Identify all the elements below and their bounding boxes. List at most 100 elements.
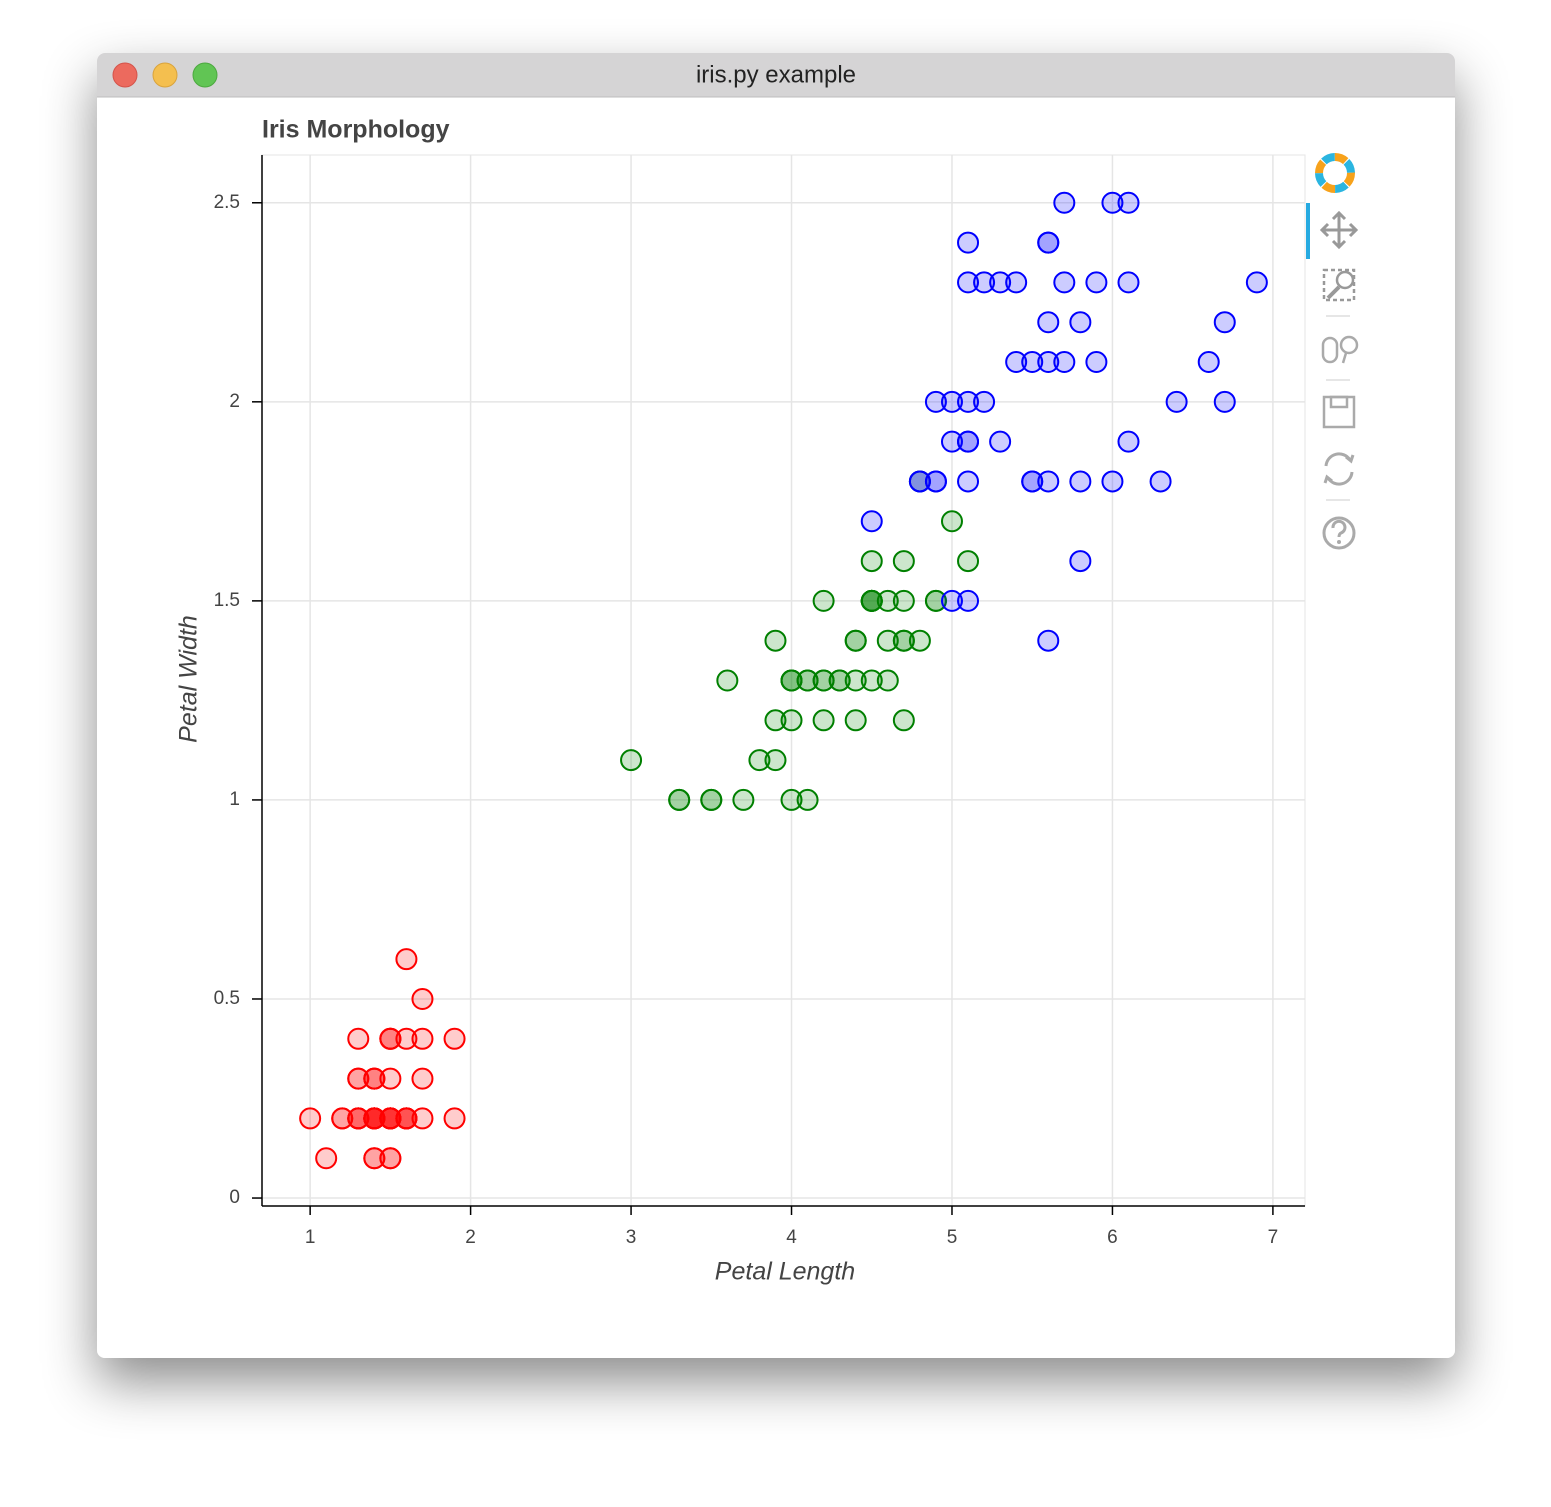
point <box>411 987 434 1010</box>
point <box>957 589 980 612</box>
box-zoom-tool[interactable] <box>1322 268 1356 302</box>
title-bar <box>97 53 1455 97</box>
point <box>940 430 963 453</box>
point <box>748 749 771 772</box>
point <box>1005 351 1028 374</box>
chart-title: Iris Morphology <box>262 116 450 144</box>
window-frame <box>97 53 1455 1358</box>
point <box>379 1067 402 1090</box>
point <box>876 629 899 652</box>
point <box>363 1067 386 1090</box>
point <box>940 589 963 612</box>
point <box>764 749 787 772</box>
window-title: iris.py example <box>696 61 856 88</box>
x-tick-label: 1 <box>305 1227 316 1248</box>
point <box>957 231 980 254</box>
point <box>411 1107 434 1130</box>
point <box>812 709 835 732</box>
point <box>1149 470 1172 493</box>
point <box>908 629 931 652</box>
point <box>395 1107 418 1130</box>
point <box>1037 231 1060 254</box>
point <box>1037 629 1060 652</box>
point <box>1037 470 1060 493</box>
point <box>812 669 835 692</box>
point <box>1117 191 1140 214</box>
y-tick-label: 2 <box>229 391 240 412</box>
point <box>764 629 787 652</box>
point <box>331 1107 354 1130</box>
help-tool[interactable] <box>1322 516 1356 550</box>
point <box>1069 311 1092 334</box>
x-tick-label: 5 <box>947 1227 958 1248</box>
point <box>828 669 851 692</box>
point <box>315 1147 338 1170</box>
bokeh-logo[interactable] <box>1315 153 1355 193</box>
point <box>1021 351 1044 374</box>
window: iris.py example <box>97 53 1455 1358</box>
save-tool[interactable] <box>1322 395 1356 429</box>
y-tick-label: 0 <box>229 1187 240 1208</box>
point <box>892 589 915 612</box>
point <box>780 788 803 811</box>
pan-tool[interactable] <box>1319 210 1359 250</box>
active-tool-indicator <box>1306 203 1310 259</box>
point <box>1101 470 1124 493</box>
point <box>764 709 787 732</box>
x-tick-label: 4 <box>786 1227 797 1248</box>
scatter-points <box>299 191 1268 1170</box>
point <box>1053 351 1076 374</box>
zoom-button[interactable] <box>192 62 218 88</box>
point <box>411 1067 434 1090</box>
point <box>892 629 915 652</box>
grid <box>262 155 1305 1206</box>
point <box>1117 271 1140 294</box>
close-button[interactable] <box>112 62 138 88</box>
point <box>892 709 915 732</box>
point <box>844 709 867 732</box>
point <box>860 550 883 573</box>
point <box>924 470 947 493</box>
point <box>1213 390 1236 413</box>
y-tick-label: 1.5 <box>214 590 240 611</box>
point <box>892 550 915 573</box>
point <box>1037 311 1060 334</box>
point <box>347 1107 370 1130</box>
point <box>1021 470 1044 493</box>
point <box>1165 390 1188 413</box>
point <box>379 1147 402 1170</box>
point <box>1069 470 1092 493</box>
point <box>957 430 980 453</box>
y-tick-label: 0.5 <box>214 988 240 1009</box>
point <box>443 1027 466 1050</box>
point <box>620 749 643 772</box>
point <box>395 1027 418 1050</box>
point <box>957 470 980 493</box>
point <box>973 390 996 413</box>
point <box>347 1027 370 1050</box>
point <box>957 550 980 573</box>
point <box>1101 191 1124 214</box>
x-tick-label: 2 <box>465 1227 476 1248</box>
reset-tool[interactable] <box>1323 452 1355 486</box>
wheel-zoom-tool[interactable] <box>1321 335 1359 364</box>
point <box>780 669 803 692</box>
point <box>876 589 899 612</box>
point <box>860 589 883 612</box>
point <box>940 510 963 533</box>
x-axis-label: Petal Length <box>715 1258 855 1286</box>
point <box>989 271 1012 294</box>
point <box>668 788 691 811</box>
point <box>860 510 883 533</box>
toolbar <box>1306 153 1359 550</box>
point <box>876 669 899 692</box>
point <box>363 1107 386 1130</box>
point <box>1053 271 1076 294</box>
point <box>443 1107 466 1130</box>
point <box>812 589 835 612</box>
point <box>347 1067 370 1090</box>
point <box>1117 430 1140 453</box>
minimize-button[interactable] <box>152 62 178 88</box>
x-tick-label: 6 <box>1107 1227 1118 1248</box>
